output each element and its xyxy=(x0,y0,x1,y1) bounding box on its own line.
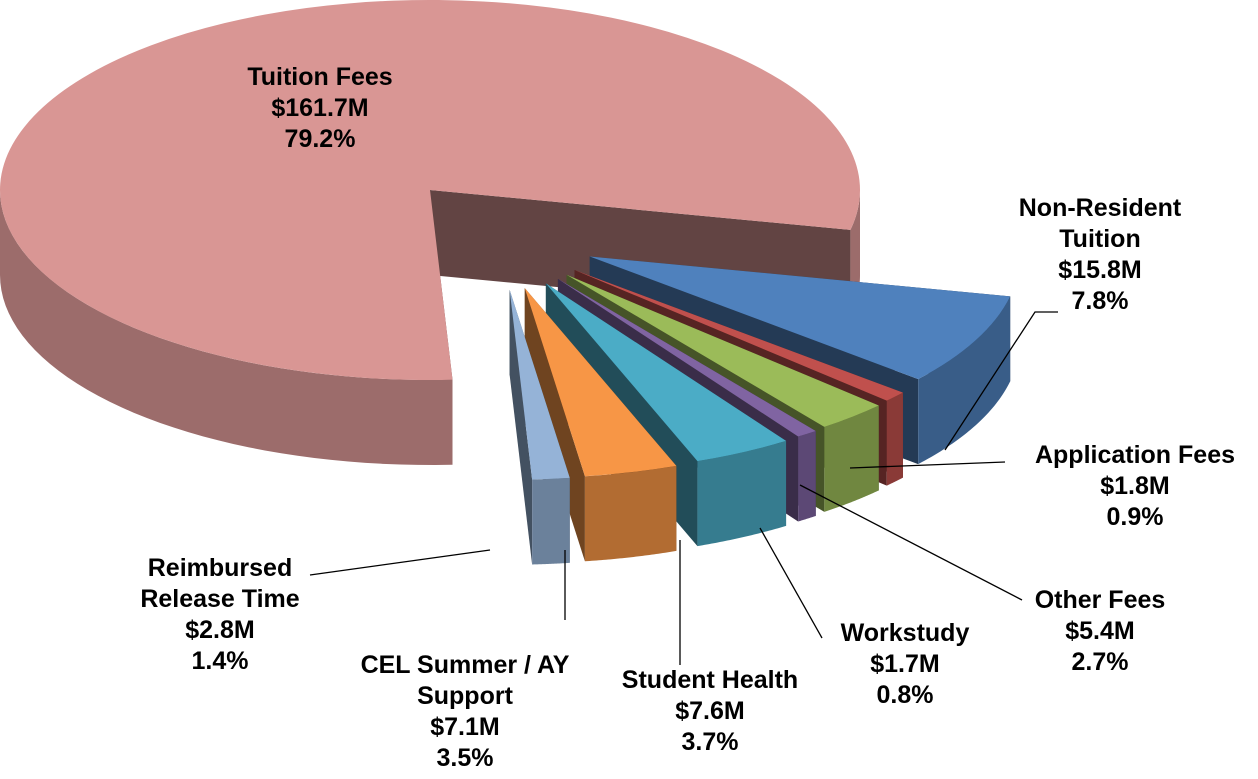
slice-label: Workstudy $1.7M 0.8% xyxy=(805,618,1005,711)
label-amount: $7.6M xyxy=(675,697,745,725)
leader-line xyxy=(759,527,823,639)
label-name: Tuition Fees xyxy=(247,63,393,91)
slice xyxy=(545,283,787,462)
slice xyxy=(0,0,860,381)
label-percent: 3.7% xyxy=(681,728,739,756)
label-amount: $15.8M xyxy=(1058,256,1142,284)
slice-label: Other Fees $5.4M 2.7% xyxy=(1000,585,1200,678)
leader-line xyxy=(849,461,1006,469)
slice-rim xyxy=(918,296,1011,465)
label-percent: 3.5% xyxy=(436,744,494,772)
label-name: CEL Summer / AY Support xyxy=(360,651,570,710)
slice-label: Tuition Fees $161.7M 79.2% xyxy=(180,62,460,155)
label-name: Non-Resident Tuition xyxy=(1018,194,1182,253)
leader-line xyxy=(309,549,491,576)
label-name: Application Fees xyxy=(1034,441,1236,469)
label-percent: 0.9% xyxy=(1106,503,1164,531)
label-percent: 0.8% xyxy=(876,681,934,709)
leader-line xyxy=(799,484,1023,601)
label-amount: $2.8M xyxy=(185,616,255,644)
label-percent: 1.4% xyxy=(191,647,249,675)
label-amount: $7.1M xyxy=(430,713,500,741)
slice xyxy=(566,274,879,427)
label-name: Student Health xyxy=(621,666,799,694)
label-name: Other Fees xyxy=(1034,586,1166,614)
slice-label: CEL Summer / AY Support $7.1M 3.5% xyxy=(325,650,605,774)
slice xyxy=(589,256,1011,380)
slice-rim xyxy=(0,190,453,465)
slice-rim xyxy=(886,392,903,486)
slice-label: Non-Resident Tuition $15.8M 7.8% xyxy=(990,193,1210,317)
leader-line xyxy=(944,311,1058,451)
slice-rim xyxy=(584,465,677,562)
slice-rim xyxy=(798,430,816,522)
slice xyxy=(524,288,677,477)
slice-rim xyxy=(697,440,787,547)
label-percent: 79.2% xyxy=(284,125,356,153)
slice xyxy=(557,278,816,437)
slice-wall xyxy=(509,289,533,565)
label-amount: $1.7M xyxy=(870,650,940,678)
label-amount: $5.4M xyxy=(1065,617,1135,645)
label-percent: 2.7% xyxy=(1071,648,1129,676)
slice-rim xyxy=(532,477,570,565)
slice xyxy=(574,270,903,401)
slice-label: Student Health $7.6M 3.7% xyxy=(590,665,830,758)
label-amount: $1.8M xyxy=(1100,472,1170,500)
label-name: Reimbursed Release Time xyxy=(140,554,300,613)
label-name: Workstudy xyxy=(840,619,970,647)
slice-label: Reimbursed Release Time $2.8M 1.4% xyxy=(110,553,330,677)
slice xyxy=(509,289,570,480)
slice-wall xyxy=(524,288,585,562)
label-amount: $161.7M xyxy=(271,94,369,122)
slice-rim xyxy=(824,405,879,512)
label-percent: 7.8% xyxy=(1071,287,1129,315)
slice-label: Application Fees $1.8M 0.9% xyxy=(1000,440,1258,533)
